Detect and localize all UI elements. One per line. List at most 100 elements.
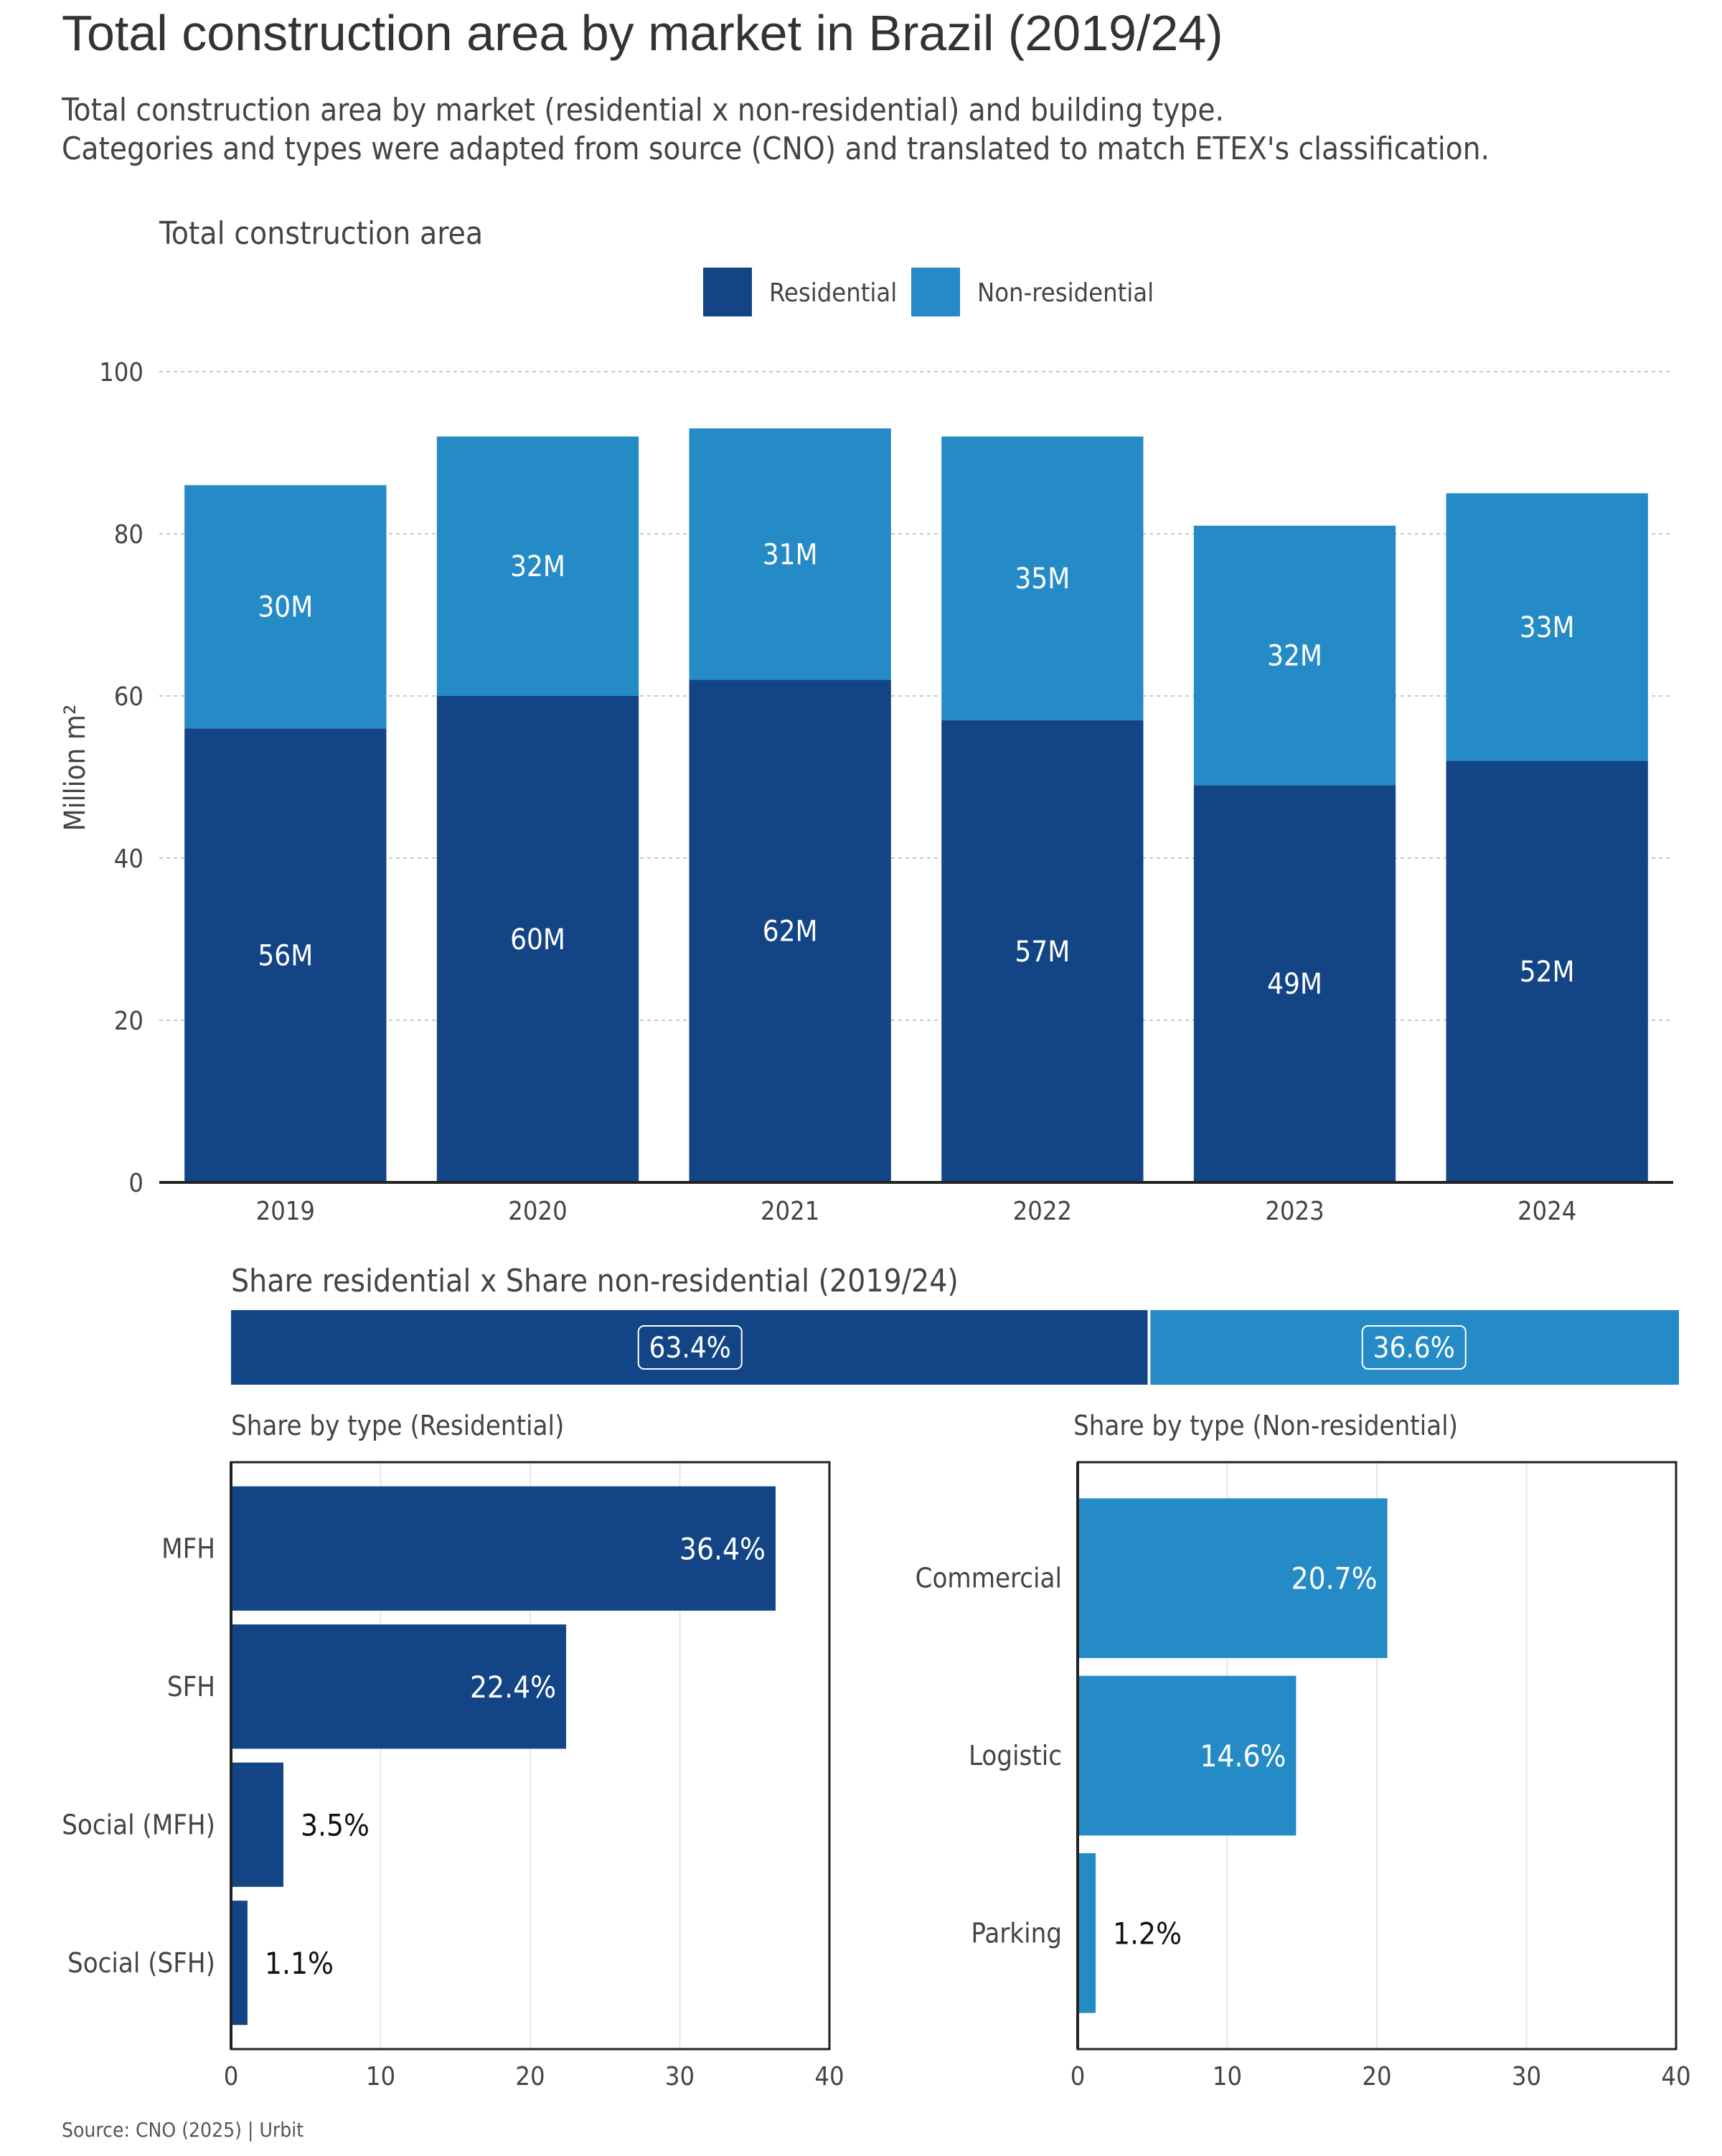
share-chart-title: Share residential x Share non-residentia… xyxy=(231,1263,959,1299)
non-residential-type-chart: Share by type (Non-residential) 20.7% 14.… xyxy=(916,1410,1691,2091)
main-chart-title: Total construction area xyxy=(159,215,483,252)
x-tick-label: 2024 xyxy=(1518,1197,1576,1226)
y-tick-label: 40 xyxy=(114,844,144,874)
main-bars: 56M 30M 60M 32M 62M 31M 57M 35M 49M 32M 52M 33M xyxy=(184,428,1648,1182)
legend-swatch-residential xyxy=(703,268,752,316)
bar-segment-non-residential xyxy=(184,485,387,729)
share-label-box xyxy=(637,1325,743,1370)
residential-category-label: Social (MFH) xyxy=(62,1809,215,1840)
residential-bar-value-label: 22.4% xyxy=(470,1670,556,1705)
residential-type-chart: Share by type (Residential) 36.4% 22.4% 3.… xyxy=(62,1410,844,2091)
bar-value-label: 49M xyxy=(1267,968,1322,1001)
bar-segment-residential xyxy=(941,720,1144,1182)
bar-segment-residential xyxy=(1193,785,1396,1182)
y-axis-label: Million m² xyxy=(59,705,92,832)
legend: Residential Non-residential xyxy=(703,268,1154,316)
residential-bars: 36.4% 22.4% 3.5% 1.1% xyxy=(231,1486,776,2025)
main-chart: Total construction area Residential Non-… xyxy=(59,215,1673,1226)
bar-value-label: 31M xyxy=(763,538,818,571)
bar-segment-non-residential xyxy=(1446,493,1648,761)
y-tick-label: 20 xyxy=(114,1007,144,1036)
y-tick-label: 100 xyxy=(99,358,144,387)
x-tick-label: 2022 xyxy=(1013,1197,1072,1226)
residential-x-tick-label: 0 xyxy=(224,2062,239,2091)
non-residential-bar-value-label: 1.2% xyxy=(1113,1916,1182,1951)
figure-subtitle-line-2: Categories and types were adapted from s… xyxy=(62,131,1490,167)
share-bar-residential xyxy=(231,1310,1149,1385)
main-grid xyxy=(159,371,1673,1021)
bar-value-label: 60M xyxy=(510,923,565,956)
non-residential-x-tick-label: 20 xyxy=(1362,2062,1391,2091)
non-residential-bar xyxy=(1078,1853,1096,2013)
residential-category-label: Social (SFH) xyxy=(67,1947,215,1979)
bar-segment-non-residential xyxy=(689,428,891,680)
residential-type-title: Share by type (Residential) xyxy=(231,1410,564,1441)
legend-label-residential: Residential xyxy=(769,278,897,308)
bar-value-label: 32M xyxy=(1267,640,1322,673)
residential-bar xyxy=(231,1901,248,2025)
non-residential-x-tick-label: 40 xyxy=(1661,2062,1690,2091)
non-residential-bar xyxy=(1078,1675,1297,1836)
non-residential-category-label: Commercial xyxy=(916,1563,1062,1594)
residential-x-tick-label: 30 xyxy=(665,2062,695,2091)
share-bars: 63.4% 36.6% xyxy=(231,1310,1679,1385)
residential-x-tick-label: 20 xyxy=(515,2062,545,2091)
share-chart: Share residential x Share non-residentia… xyxy=(231,1263,1679,1385)
share-value-label: 63.4% xyxy=(649,1332,731,1365)
y-tick-label: 0 xyxy=(128,1169,144,1198)
share-label-box xyxy=(1361,1325,1467,1370)
figure-subtitle-line-1: Total construction area by market (resid… xyxy=(61,92,1224,128)
non-residential-x-tick-label: 0 xyxy=(1071,2062,1086,2091)
main-ticks: 0 20 40 60 80 100 2019 2020 2021 2022 2023 2024 xyxy=(99,358,1673,1226)
non-residential-x-tick-label: 30 xyxy=(1512,2062,1541,2091)
residential-bar xyxy=(231,1762,283,1887)
bar-segment-non-residential xyxy=(941,436,1144,720)
bar-segment-residential xyxy=(436,696,639,1182)
residential-category-label: SFH xyxy=(167,1671,215,1703)
share-bar-non-residential xyxy=(1149,1310,1679,1385)
non-residential-x-tick-label: 10 xyxy=(1213,2062,1242,2091)
figure-title: Total construction area by market in Bra… xyxy=(62,5,1223,61)
bar-value-label: 62M xyxy=(763,915,818,948)
y-tick-label: 80 xyxy=(114,520,144,550)
x-tick-label: 2020 xyxy=(508,1197,567,1226)
x-tick-label: 2023 xyxy=(1265,1197,1324,1226)
non-residential-bar-value-label: 20.7% xyxy=(1292,1561,1378,1596)
non-residential-category-label: Logistic xyxy=(969,1740,1062,1771)
bar-value-label: 32M xyxy=(510,550,565,583)
residential-category-label: MFH xyxy=(161,1533,215,1564)
bar-value-label: 57M xyxy=(1015,936,1070,969)
residential-bar-value-label: 1.1% xyxy=(265,1946,334,1981)
non-residential-category-label: Parking xyxy=(971,1917,1062,1949)
x-tick-label: 2019 xyxy=(256,1197,315,1226)
residential-bar xyxy=(231,1486,776,1611)
non-residential-bar-value-label: 14.6% xyxy=(1200,1738,1286,1774)
residential-bar-value-label: 36.4% xyxy=(679,1531,766,1566)
x-tick-label: 2021 xyxy=(761,1197,819,1226)
residential-x-tick-label: 10 xyxy=(366,2062,395,2091)
legend-swatch-non-residential xyxy=(911,268,960,316)
bar-segment-residential xyxy=(184,728,387,1182)
y-tick-label: 60 xyxy=(114,682,144,712)
non-residential-ticks: 0 10 20 30 40 Commercial Logistic Parking xyxy=(916,1461,1691,2091)
residential-x-tick-label: 40 xyxy=(814,2062,844,2091)
residential-bar-value-label: 3.5% xyxy=(301,1807,370,1842)
share-value-label: 36.6% xyxy=(1373,1332,1455,1365)
non-residential-type-title: Share by type (Non-residential) xyxy=(1073,1410,1458,1441)
bar-segment-residential xyxy=(1446,761,1648,1182)
non-residential-bar xyxy=(1078,1498,1388,1658)
residential-bar xyxy=(231,1624,567,1749)
legend-label-non-residential: Non-residential xyxy=(977,278,1154,308)
bar-segment-residential xyxy=(689,679,891,1182)
bar-value-label: 30M xyxy=(258,591,313,624)
bar-value-label: 56M xyxy=(258,940,313,973)
bar-segment-non-residential xyxy=(1193,525,1396,786)
bar-value-label: 33M xyxy=(1520,611,1575,644)
residential-ticks: 0 10 20 30 40 MFH SFH Social (MFH) Social (SFH) xyxy=(62,1461,844,2091)
bar-segment-non-residential xyxy=(436,436,639,696)
bar-value-label: 52M xyxy=(1520,956,1575,989)
non-residential-bars: 20.7% 14.6% 1.2% xyxy=(1078,1498,1388,2013)
source-note: Source: CNO (2025) | Urbit xyxy=(62,2118,304,2142)
